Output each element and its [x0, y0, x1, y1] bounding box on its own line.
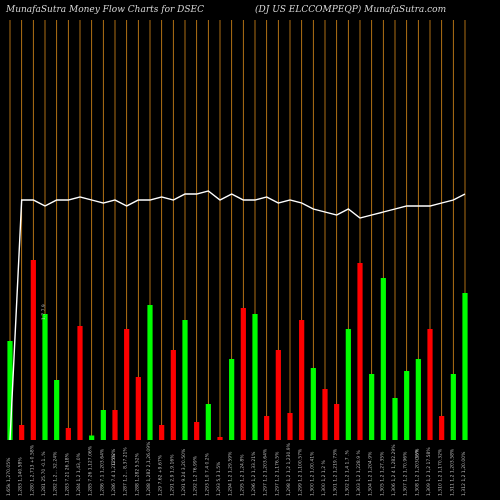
x-tick-label: 1.65k 1,270.05% — [6, 457, 12, 496]
x-tick-label: 1,312 1,2 1,20.00% — [461, 451, 467, 496]
chart-title-right: (DJ US ELCCOMPEQP) MunafaSutra.com — [255, 5, 447, 15]
x-tick-label: 1,294 1,2 1,29.59% — [228, 451, 234, 496]
money-flow-bar — [194, 422, 200, 440]
x-tick-label: 1,307 1,2 1,70.96% — [403, 451, 409, 496]
x-tick-label: 1,298 1,2 1,2 1,230.9% — [286, 442, 292, 496]
money-flow-bar — [65, 428, 71, 440]
x-tick-label: 1,301 1,2 1,219.73% — [333, 448, 339, 496]
money-flow-bar — [19, 425, 25, 440]
money-flow-bar — [135, 377, 141, 440]
money-flow-bar — [147, 305, 153, 440]
money-flow-bar — [30, 260, 36, 440]
money-flow-bar — [415, 359, 421, 440]
x-tick-label: 1,310 1,2 1,170.32% — [438, 448, 444, 496]
money-flow-bar — [170, 350, 176, 440]
x-tick-label: 1,284 1,2 1,43,.0% — [76, 452, 82, 496]
money-flow-bar — [77, 326, 83, 440]
price-line — [9, 190, 466, 441]
x-tick-label: 1,304 1,2 1,204.9% — [368, 451, 374, 496]
x-tick-label: 1,311 1,2 1,203.58% — [449, 448, 455, 496]
x-tick-label: 1,297 1,2 1,203.64% — [263, 448, 269, 496]
money-flow-bar — [217, 437, 223, 440]
money-flow-bar — [264, 416, 270, 440]
x-tick-label: 1,293 5,3 1.5% — [216, 461, 222, 496]
x-tick-label: 1,303 1,2 1,228.9 % — [356, 449, 362, 496]
money-flow-bar — [89, 435, 95, 440]
x-tick-label: 1,306 1,2 4 1,282.29% — [391, 444, 397, 496]
x-tick-label: 1,291 2,9 1,9.16% — [169, 454, 175, 496]
money-flow-bar — [427, 329, 433, 440]
x-tick-label: 1,309 1,2 1,2 17.58% — [426, 447, 432, 496]
money-flow-bar — [252, 314, 258, 440]
x-tick-label: 1,281 25.70 -0.1..% — [41, 451, 47, 496]
money-flow-bar — [240, 308, 246, 440]
money-flow-bar — [229, 359, 235, 440]
x-tick-label: 1,285 7.26 1,127.06% — [88, 445, 94, 496]
x-tick-label: 1,283 1,140.58% — [18, 457, 24, 496]
money-flow-bar — [462, 293, 468, 440]
money-flow-bar — [357, 263, 363, 440]
money-flow-bar — [42, 314, 48, 440]
x-tick-label: 1,308 1,2 1,203.36% — [414, 448, 420, 496]
x-tick-label: 1,287 1,2... 8,37.21% — [123, 447, 129, 496]
money-flow-bar — [392, 398, 398, 440]
x-tick-label: 1,302 1,2 1,4 1.7 .% — [344, 449, 350, 496]
x-tick-label: 1,299 1,2 1,100.57% — [298, 448, 304, 496]
money-flow-bar — [205, 404, 211, 440]
x-tick-label: 1,288 1,282 5.52% — [134, 452, 140, 496]
money-flow-bar — [450, 374, 456, 440]
x-tick-label: 1,280 1,2,713 +0.58% — [29, 444, 35, 496]
x-tick-label: 1,292 1,2 76.99% — [193, 455, 199, 496]
money-flow-bar — [275, 350, 281, 440]
money-flow-bar — [124, 329, 130, 440]
money-flow-bar — [112, 410, 118, 440]
money-flow-bar — [369, 374, 375, 440]
x-tick-label: 1,297 1,2 1,176.5% — [274, 451, 280, 496]
chart-title-left: MunafaSutra Money Flow Charts for DSEC — [6, 5, 204, 15]
x-tick-label: 1,293 1,0 7.4 0.2% — [204, 452, 210, 496]
money-flow-bar — [322, 389, 328, 440]
money-flow-bar — [100, 410, 106, 440]
money-flow-bar — [54, 380, 60, 440]
x-tick-label: 1,286 7.1 1,203.64% — [99, 448, 105, 496]
annotation-label: 0.5% — [414, 448, 420, 460]
annotation-label: 1,7 7.9 — [41, 304, 47, 320]
x-tick-label: 1,300 1,2 1,2 % — [321, 460, 327, 496]
money-flow-bar — [310, 368, 316, 440]
x-tick-label: 1,288 1,282 2,1,26.09% — [146, 441, 152, 496]
money-flow-bar — [439, 416, 445, 440]
money-flow-bar — [299, 320, 305, 440]
x-tick-label: 1,283 7.21 26.18% — [64, 452, 70, 496]
money-flow-bar — [159, 425, 165, 440]
x-tick-label: 1,295 1,2 1,24.8% — [239, 454, 245, 496]
x-tick-label: 1,29 7.62 +9.67% — [158, 454, 164, 496]
money-flow-bar — [287, 413, 293, 440]
money-flow-bar — [345, 329, 351, 440]
x-tick-label: 1,296 1,2 1,33.21% — [251, 451, 257, 496]
money-flow-bar — [380, 278, 386, 440]
x-tick-label: 1,300 1,2 1,00.41% — [309, 451, 315, 496]
money-flow-bar — [7, 341, 13, 440]
money-flow-bar — [334, 404, 340, 440]
x-tick-label: 1,286 7.4 1,212.02% — [111, 448, 117, 496]
x-tick-label: 1,305 1,2 1,27.35% — [379, 451, 385, 496]
money-flow-bar — [404, 371, 410, 440]
money-flow-bar — [182, 320, 188, 440]
x-tick-label: 1,291 9.24 3,20.50% — [181, 448, 187, 496]
x-tick-label: 1,282 1,2... 32.24% — [53, 451, 59, 496]
annotation-label: 0.5% — [111, 453, 117, 465]
